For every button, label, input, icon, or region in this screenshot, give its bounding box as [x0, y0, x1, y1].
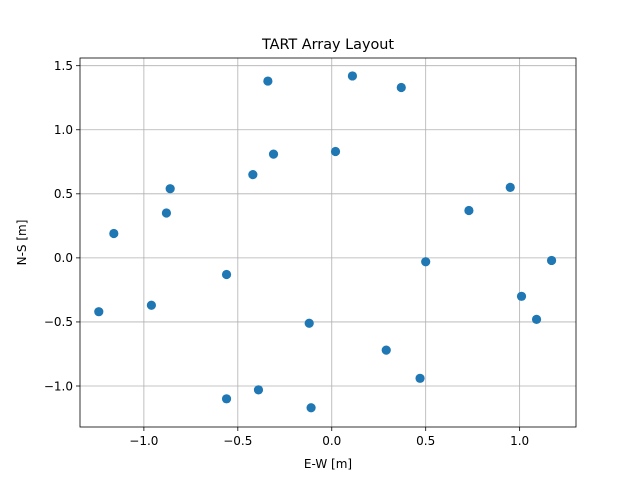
data-point — [146, 300, 156, 310]
data-point — [421, 257, 431, 267]
x-tick-label: 0.0 — [322, 434, 341, 448]
data-point — [531, 314, 542, 324]
x-axis-label: E-W [m] — [304, 457, 352, 471]
grid — [80, 58, 576, 427]
x-tick-label: −0.5 — [223, 434, 252, 448]
data-point — [165, 184, 175, 194]
data-point — [330, 146, 341, 157]
data-point — [221, 269, 232, 280]
y-tick-label: −1.0 — [44, 379, 73, 393]
data-point — [263, 76, 273, 86]
y-tick-label: 0.0 — [54, 251, 73, 265]
data-point — [505, 182, 515, 193]
y-tick-label: 1.0 — [54, 123, 73, 137]
x-tick-label: 1.0 — [510, 434, 529, 448]
data-point — [347, 71, 358, 81]
data-point — [546, 255, 557, 266]
x-tick-label: −1.0 — [129, 434, 158, 448]
data-point — [268, 149, 279, 159]
plot-frame — [79, 57, 577, 428]
y-tick-label: −0.5 — [44, 315, 73, 329]
data-point — [306, 403, 316, 413]
data-point — [516, 291, 527, 301]
chart-title: TART Array Layout — [261, 37, 394, 53]
data-point — [221, 394, 232, 404]
data-point — [94, 307, 104, 317]
data-point — [304, 318, 314, 328]
x-axis-ticks: −1.0 −0.5 0.0 0.5 1.0 — [129, 427, 529, 448]
x-tick-label: 0.5 — [416, 434, 435, 448]
data-point — [396, 82, 406, 93]
y-tick-label: 0.5 — [54, 187, 73, 201]
data-point — [415, 373, 425, 383]
data-point — [109, 228, 119, 239]
y-tick-label: 1.5 — [54, 59, 73, 73]
data-point — [253, 385, 264, 395]
data-point — [161, 208, 172, 218]
data-points — [94, 71, 557, 413]
data-point — [248, 169, 258, 180]
y-axis-label: N-S [m] — [15, 220, 29, 266]
y-axis-ticks: −1.0 −0.5 0.0 0.5 1.0 1.5 — [44, 59, 80, 393]
data-point — [464, 205, 474, 216]
data-point — [381, 345, 391, 355]
